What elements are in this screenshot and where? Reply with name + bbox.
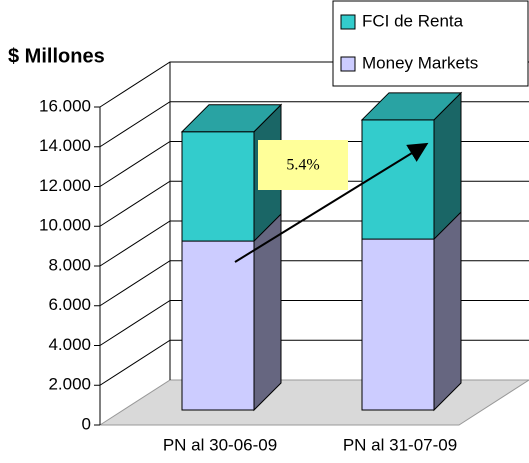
annotation: 5.4% xyxy=(286,157,319,174)
annotation-box xyxy=(258,140,348,190)
bar-top xyxy=(180,104,283,133)
bar-top xyxy=(360,92,463,121)
bar-side xyxy=(253,212,282,412)
legend xyxy=(332,0,529,87)
y-tick-label: 0 xyxy=(82,414,91,433)
bar-front xyxy=(181,131,255,242)
bar-side xyxy=(433,210,462,412)
y-tick-label: 8.000 xyxy=(48,255,91,274)
legend-swatch xyxy=(340,56,356,72)
growth-arrow xyxy=(234,142,429,263)
y-tick-label: 4.000 xyxy=(48,335,91,354)
grid-line xyxy=(99,339,529,386)
grid-line xyxy=(99,220,529,267)
y-tick-label: 6.000 xyxy=(48,295,91,314)
legend-label: FCI de Renta xyxy=(362,11,464,30)
y-tick-label: 14.000 xyxy=(39,136,91,155)
x-tick-label: PN al 30-06-09 xyxy=(163,435,277,454)
legend-label: Money Markets xyxy=(362,53,478,72)
y-tick-label: 12.000 xyxy=(39,176,91,195)
bar-front xyxy=(181,240,255,411)
legend-swatch xyxy=(340,14,356,30)
chart-title: $ Millones xyxy=(8,45,105,67)
legend-items: FCI de Renta Money Markets xyxy=(340,11,478,72)
grid: 0 2.000 4.000 6.000 8.000 10.000 12.000 14.000 1… xyxy=(39,61,529,433)
bar-front xyxy=(361,119,435,240)
grid-line xyxy=(99,260,529,307)
y-tick-label: 10.000 xyxy=(39,216,91,235)
bar-front xyxy=(361,238,435,411)
floor xyxy=(98,379,529,426)
y-tick-label: 16.000 xyxy=(39,96,91,115)
x-tick-label: PN al 31-07-09 xyxy=(343,435,457,454)
grid-line xyxy=(99,300,529,346)
y-tick-label: 2.000 xyxy=(48,375,91,394)
